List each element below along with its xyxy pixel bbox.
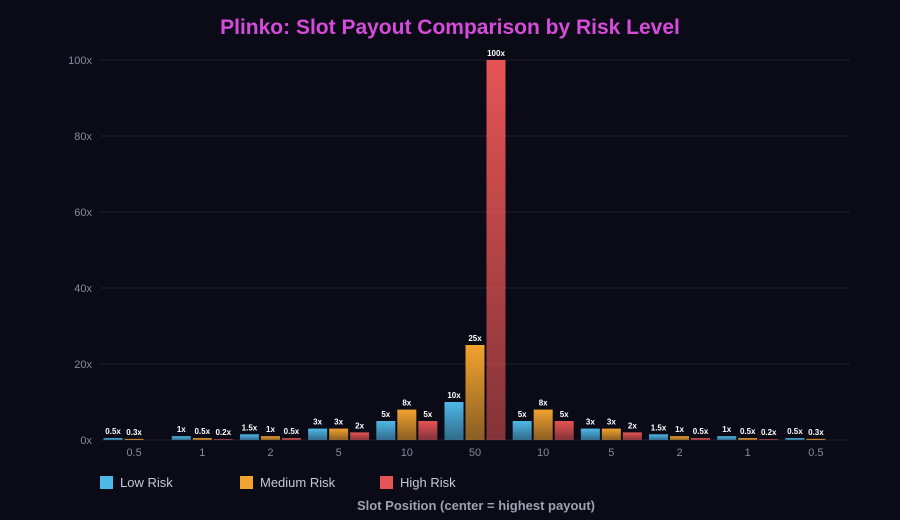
legend-label: Low Risk	[120, 475, 173, 490]
data-label: 0.5x	[787, 427, 803, 436]
data-label: 1x	[722, 425, 731, 434]
data-label: 3x	[334, 418, 343, 427]
x-tick-label: 1	[199, 447, 205, 459]
bar-low	[171, 436, 191, 440]
bar-low	[649, 434, 669, 440]
legend-label: High Risk	[400, 475, 456, 490]
data-label: 8x	[539, 399, 548, 408]
y-tick-label: 20x	[74, 359, 92, 371]
data-label: 0.5x	[194, 427, 210, 436]
data-label: 3x	[586, 418, 595, 427]
data-label: 0.3x	[808, 428, 824, 437]
data-label: 0.5x	[693, 427, 709, 436]
x-tick-label: 2	[267, 447, 273, 459]
data-label: 1x	[266, 425, 275, 434]
x-tick-label: 2	[676, 447, 682, 459]
x-tick-label: 5	[608, 447, 614, 459]
data-label: 0.5x	[284, 427, 300, 436]
legend-swatch	[240, 476, 253, 489]
bar-low	[444, 402, 464, 440]
data-label: 0.3x	[126, 428, 142, 437]
data-label: 1x	[177, 425, 186, 434]
bar-high	[418, 421, 438, 440]
y-tick-label: 60x	[74, 207, 92, 219]
data-label: 1x	[675, 425, 684, 434]
bar-high	[691, 438, 711, 440]
data-label: 100x	[487, 49, 505, 58]
bar-low	[239, 434, 259, 440]
data-label: 5x	[560, 410, 569, 419]
bar-high	[622, 432, 642, 440]
x-tick-label: 10	[537, 447, 549, 459]
x-tick-label: 50	[469, 447, 481, 459]
y-tick-label: 0x	[80, 435, 92, 447]
bar-high	[213, 439, 233, 440]
y-tick-label: 40x	[74, 283, 92, 295]
bar-medium	[601, 428, 621, 440]
data-label: 25x	[468, 334, 482, 343]
data-label: 3x	[313, 418, 322, 427]
data-label: 5x	[423, 410, 432, 419]
bar-medium	[192, 438, 212, 440]
data-label: 5x	[518, 410, 527, 419]
y-axis-ticks: 0x 20x 40x 60x 80x 100x	[68, 55, 92, 447]
bar-low	[580, 428, 600, 440]
data-label: 10x	[447, 391, 461, 400]
bar-medium	[397, 409, 417, 440]
bar-low	[512, 421, 532, 440]
bar-low	[376, 421, 396, 440]
data-label: 0.2x	[215, 428, 231, 437]
data-label: 0.5x	[740, 427, 756, 436]
x-axis-ticks: 0.5 1 2 5 10 50 10 5 2 1 0.5	[126, 447, 823, 459]
bar-medium	[260, 436, 280, 440]
chart-title: Plinko: Slot Payout Comparison by Risk L…	[220, 16, 680, 39]
data-label: 2x	[355, 421, 364, 430]
bar-high	[759, 439, 779, 440]
bar-medium	[465, 345, 485, 440]
bar-high	[554, 421, 574, 440]
data-labels: 0.5x 0.3x 1x 0.5x 0.2x 1.5x 1x 0.5x 3x 3x 2x 5x 8x 5x…	[105, 49, 824, 437]
data-label: 3x	[607, 418, 616, 427]
bar-medium	[329, 428, 349, 440]
x-tick-label: 10	[401, 447, 413, 459]
bar-medium	[806, 438, 826, 440]
legend: Low Risk Medium Risk High Risk	[100, 475, 456, 490]
data-label: 5x	[381, 410, 390, 419]
data-label: 1.5x	[651, 423, 667, 432]
data-label: 0.2x	[761, 428, 777, 437]
bar-low	[308, 428, 328, 440]
x-tick-label: 5	[336, 447, 342, 459]
bar-medium	[738, 438, 758, 440]
bar-low	[103, 438, 123, 440]
bar-medium	[533, 409, 553, 440]
bar-medium	[124, 438, 144, 440]
y-tick-label: 100x	[68, 55, 92, 67]
data-label: 2x	[628, 421, 637, 430]
x-tick-label: 0.5	[808, 447, 823, 459]
legend-swatch	[380, 476, 393, 489]
x-tick-label: 1	[745, 447, 751, 459]
x-tick-label: 0.5	[126, 447, 141, 459]
bar-high	[486, 60, 506, 440]
bar-high	[350, 432, 370, 440]
x-axis-label: Slot Position (center = highest payout)	[357, 498, 595, 513]
data-label: 0.5x	[105, 427, 121, 436]
bar-medium	[670, 436, 690, 440]
legend-label: Medium Risk	[260, 475, 336, 490]
bars	[103, 60, 826, 440]
bar-low	[785, 438, 805, 440]
legend-swatch	[100, 476, 113, 489]
data-label: 8x	[402, 399, 411, 408]
y-tick-label: 80x	[74, 131, 92, 143]
bar-low	[717, 436, 737, 440]
data-label: 1.5x	[242, 423, 258, 432]
bar-high	[281, 438, 301, 440]
